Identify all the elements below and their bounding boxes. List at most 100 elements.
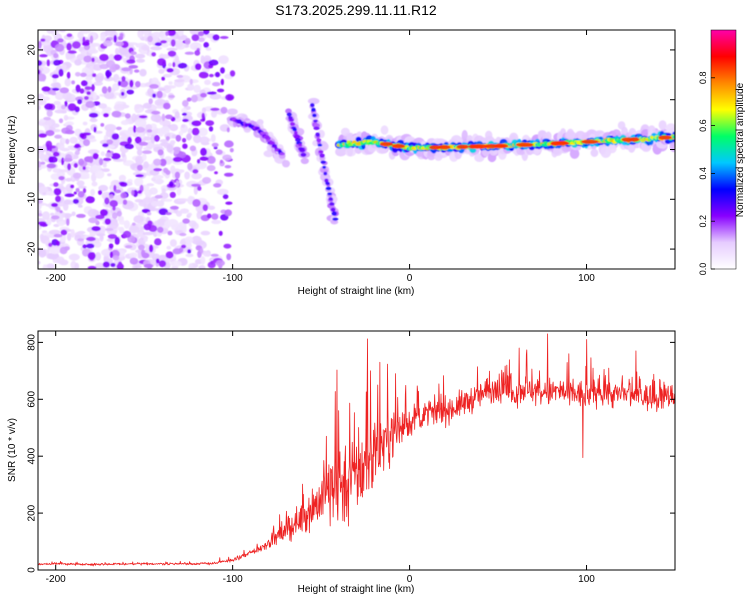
heatmap-cell [52, 77, 57, 84]
heatmap-cell [158, 260, 167, 268]
heatmap-cell [312, 113, 317, 118]
heatmap-cell [115, 41, 124, 47]
heatmap-cell [70, 184, 75, 189]
heatmap-cell [205, 47, 212, 51]
heatmap-cell [215, 149, 223, 155]
heatmap-cell [224, 172, 234, 177]
heatmap-cell [81, 80, 88, 87]
heatmap-cell [41, 232, 51, 236]
heatmap-cell [205, 120, 215, 126]
heatmap-cell [177, 221, 187, 231]
colorbar-ticks: 0.0 0.2 0.4 0.6 0.8 [698, 72, 715, 276]
heatmap-cell [92, 91, 97, 100]
heatmap-cell [157, 58, 166, 66]
heatmap-cell [38, 41, 42, 49]
heatmap-cell [331, 211, 337, 216]
heatmap-cell [191, 120, 202, 127]
heatmap-cell [159, 158, 167, 167]
heatmap-cell [102, 143, 109, 148]
heatmap-cell [66, 33, 73, 38]
heatmap-cell [142, 102, 152, 109]
heatmap-cell [38, 221, 47, 225]
heatmap-cell [76, 180, 85, 187]
heatmap-cell [158, 54, 171, 59]
x-tick-label: -100 [223, 574, 243, 585]
heatmap-cell [128, 225, 140, 234]
heatmap-cell [126, 89, 134, 95]
heatmap-cell [84, 86, 93, 90]
heatmap-cell [569, 148, 580, 159]
heatmap-cell [116, 126, 122, 131]
heatmap-cell [130, 51, 137, 56]
y-tick-label: -20 [27, 241, 38, 256]
colorbar-tick-label: 0.0 [698, 263, 708, 276]
heatmap-cell [109, 251, 114, 259]
heatmap-cell [111, 110, 122, 118]
heatmap-cell [104, 218, 112, 225]
heatmap-cell [191, 172, 202, 180]
heatmap-cell [105, 152, 113, 158]
heatmap-cell [200, 230, 211, 236]
heatmap-cell [103, 113, 109, 118]
heatmap-cell [105, 30, 117, 37]
heatmap-cell [196, 210, 202, 220]
heatmap-cell [150, 113, 162, 122]
heatmap-cell [138, 115, 148, 119]
heatmap-cell [38, 133, 47, 138]
heatmap-cell [91, 164, 102, 172]
heatmap-cell [82, 121, 88, 126]
heatmap-cell [330, 207, 336, 212]
heatmap-cell [100, 151, 105, 157]
heatmap-cell [49, 247, 61, 255]
heatmap-cell [166, 47, 178, 51]
heatmap-cell [224, 165, 232, 169]
heatmap-cell [188, 79, 199, 84]
heatmap-cell [219, 36, 229, 39]
heatmap-cell [78, 171, 90, 179]
heatmap-cell [103, 157, 112, 162]
heatmap-cell [60, 229, 68, 236]
heatmap-cell [108, 221, 118, 230]
heatmap-cell [182, 143, 188, 149]
heatmap-cell [70, 229, 75, 238]
heatmap-cell [136, 58, 145, 63]
heatmap-cell [134, 136, 142, 144]
heatmap-cell [665, 123, 675, 134]
y-tick-label: 600 [27, 391, 38, 408]
heatmap-cell [156, 218, 167, 225]
heatmap-cell [461, 130, 468, 142]
heatmap-cell [208, 126, 214, 132]
heatmap-cell [62, 202, 69, 211]
heatmap-cell [175, 134, 182, 142]
heatmap-cell [121, 76, 126, 82]
x-tick-label: -200 [46, 574, 66, 585]
heatmap-cell [103, 40, 113, 47]
heatmap-cell [127, 136, 132, 144]
heatmap-cell [116, 210, 122, 217]
y-tick-label: 200 [27, 504, 38, 521]
heatmap-cell [133, 265, 142, 269]
heatmap-cell [131, 113, 137, 123]
heatmap-cell [151, 110, 161, 115]
heatmap-cell [161, 76, 165, 81]
heatmap-cell [88, 217, 98, 224]
heatmap-cell [59, 246, 68, 255]
heatmap-cell [103, 256, 108, 263]
heatmap-cell [38, 69, 41, 75]
heatmap-cell [193, 134, 202, 144]
heatmap-cell [125, 245, 133, 249]
heatmap-cell [164, 85, 169, 91]
heatmap-cell [79, 88, 85, 94]
heatmap-cell [85, 77, 93, 81]
heatmap-cell [65, 138, 70, 145]
colorbar: 0.0 0.2 0.4 0.6 0.8 Normalized spectral ampl… [698, 29, 746, 276]
heatmap-cell [110, 179, 121, 188]
heatmap-cell [127, 86, 139, 90]
heatmap-cell [74, 262, 80, 269]
heatmap-cells [38, 30, 675, 269]
heatmap-cell [150, 201, 160, 207]
heatmap-cell [42, 264, 48, 269]
heatmap-cell [150, 134, 156, 144]
heatmap-cell [77, 238, 84, 242]
heatmap-cell [94, 74, 104, 83]
